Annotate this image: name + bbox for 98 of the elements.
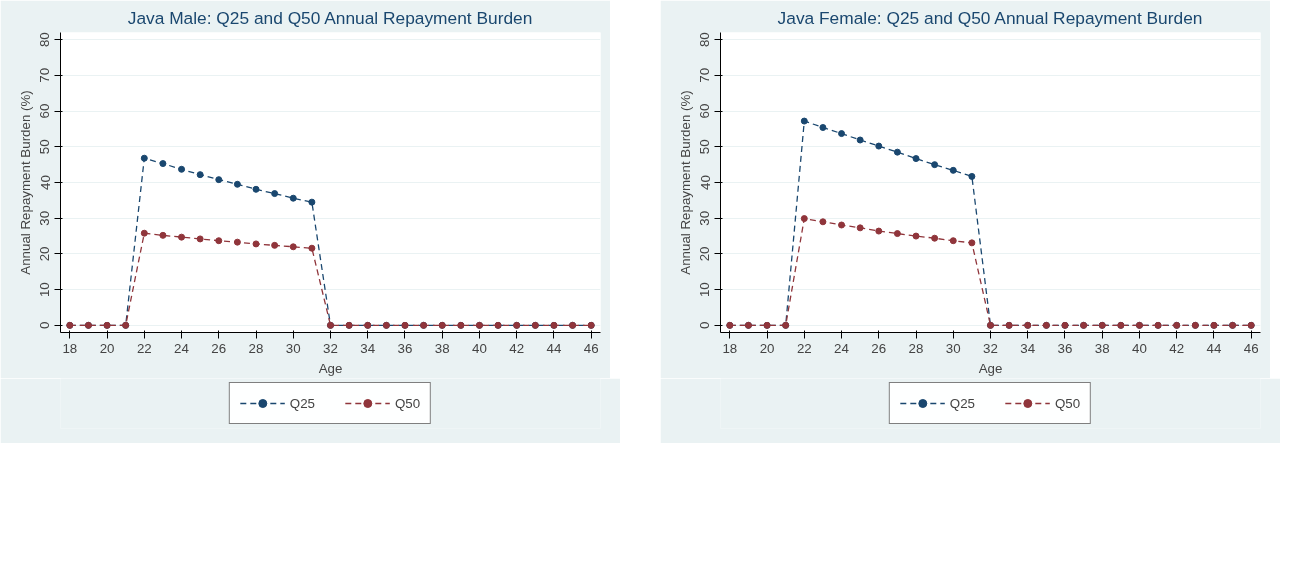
x-tick-label: 46 — [583, 340, 599, 356]
x-tick-label: 24 — [174, 340, 190, 356]
y-tick-label: 40 — [37, 175, 53, 190]
y-tick-label: 10 — [697, 282, 713, 298]
x-tick-label: 32 — [323, 340, 338, 356]
point — [968, 239, 976, 247]
point — [140, 154, 148, 162]
x-tick-label: 28 — [248, 340, 264, 356]
point — [289, 243, 297, 251]
x-tick-label: 32 — [983, 340, 998, 356]
x-tick-label: 46 — [1243, 340, 1259, 356]
y-tick-label: 40 — [697, 175, 713, 190]
point — [233, 238, 241, 246]
point — [931, 234, 939, 242]
point — [949, 237, 957, 245]
y-tick-label: 70 — [697, 67, 713, 83]
x-axis-title: Age — [318, 360, 343, 376]
y-tick-label: 50 — [697, 139, 713, 155]
point — [838, 130, 846, 138]
x-tick-label: 36 — [1057, 340, 1073, 356]
point — [140, 229, 148, 237]
x-tick-label: 40 — [1132, 340, 1147, 356]
point — [308, 198, 316, 206]
y-tick-label: 30 — [37, 210, 53, 226]
x-tick-label: 22 — [796, 340, 812, 356]
x-tick-label: 20 — [759, 340, 775, 356]
legend-label: Q25 — [289, 395, 315, 411]
y-tick-label: 70 — [37, 67, 53, 83]
point — [912, 232, 920, 240]
point — [912, 155, 920, 163]
x-tick-label: 18 — [722, 340, 738, 356]
x-tick-label: 42 — [509, 340, 525, 356]
point — [196, 235, 204, 243]
point — [289, 194, 297, 202]
y-tick-label: 50 — [37, 139, 53, 155]
y-axis-title: Annual Repayment Burden (%) — [677, 90, 693, 275]
y-tick-label: 30 — [697, 210, 713, 226]
point — [159, 231, 167, 239]
x-tick-label: 30 — [285, 340, 301, 356]
x-axis-title: Age — [978, 360, 1003, 376]
x-tick-label: 26 — [871, 340, 887, 356]
point — [800, 117, 808, 125]
point — [800, 215, 808, 223]
point — [233, 180, 241, 188]
point — [819, 124, 827, 131]
chart-title: Java Female: Q25 and Q50 Annual Repayment Burden — [777, 7, 1203, 28]
point — [252, 185, 260, 193]
y-tick-label: 10 — [37, 282, 53, 298]
point — [968, 172, 976, 180]
x-tick-label: 24 — [834, 340, 850, 356]
point — [215, 176, 223, 184]
y-tick-label: 20 — [697, 246, 713, 262]
point — [252, 240, 260, 248]
x-tick-label: 34 — [1020, 340, 1036, 356]
point — [215, 237, 223, 245]
legend-label: Q50 — [1055, 395, 1081, 411]
x-tick-label: 38 — [1094, 340, 1110, 356]
x-tick-label: 40 — [472, 340, 487, 356]
x-tick-label: 20 — [99, 340, 115, 356]
y-tick-label: 0 — [697, 321, 713, 330]
x-tick-label: 30 — [945, 340, 961, 356]
y-tick-label: 60 — [697, 103, 713, 119]
point — [196, 171, 204, 179]
y-tick-label: 20 — [37, 246, 53, 262]
x-tick-label: 18 — [62, 340, 78, 356]
point — [875, 142, 883, 150]
point — [893, 148, 901, 156]
x-tick-label: 42 — [1169, 340, 1185, 356]
point — [819, 218, 827, 226]
x-tick-label: 44 — [1206, 340, 1222, 356]
point — [271, 190, 279, 198]
x-tick-label: 38 — [434, 340, 450, 356]
point — [178, 233, 186, 241]
y-axis-title: Annual Repayment Burden (%) — [17, 90, 33, 275]
point — [931, 161, 939, 169]
y-tick-label: 80 — [697, 32, 713, 48]
x-tick-label: 36 — [397, 340, 413, 356]
chart-title: Java Male: Q25 and Q50 Annual Repayment Burden — [127, 7, 533, 28]
point — [893, 230, 901, 238]
x-tick-label: 28 — [908, 340, 924, 356]
x-tick-label: 34 — [360, 340, 376, 356]
point — [875, 227, 883, 235]
point — [856, 224, 864, 232]
point — [159, 160, 167, 168]
x-tick-label: 26 — [211, 340, 227, 356]
y-tick-label: 0 — [37, 321, 53, 330]
x-tick-label: 44 — [546, 340, 562, 356]
point — [178, 165, 186, 173]
y-tick-label: 80 — [37, 32, 53, 48]
point — [856, 136, 864, 144]
point — [308, 244, 316, 252]
point — [949, 166, 957, 174]
y-tick-label: 60 — [37, 103, 53, 119]
x-tick-label: 22 — [136, 340, 152, 356]
point — [271, 241, 279, 249]
legend-label: Q50 — [395, 395, 421, 411]
legend-label: Q25 — [949, 395, 975, 411]
point — [838, 221, 846, 229]
